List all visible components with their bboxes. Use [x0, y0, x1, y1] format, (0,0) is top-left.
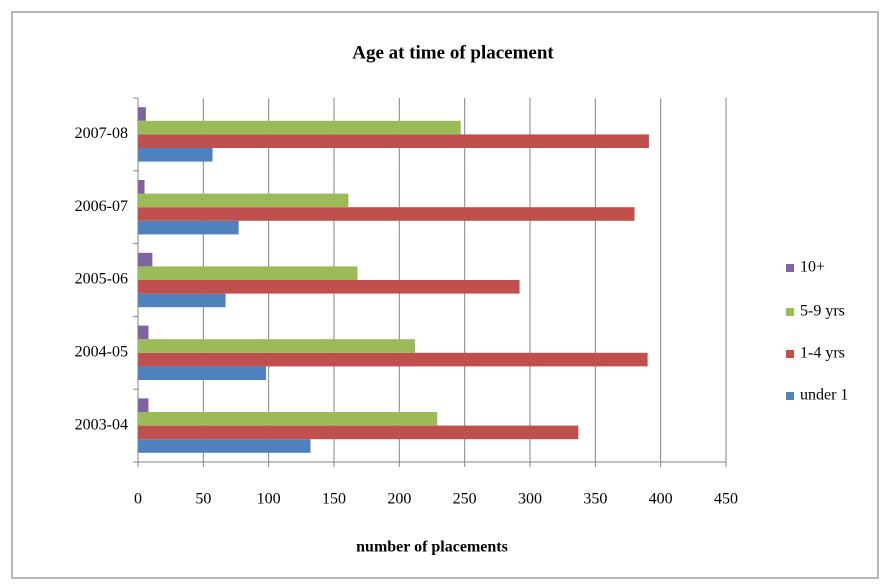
x-axis-label: number of placements — [356, 539, 508, 556]
y-tick-label: 2004-05 — [75, 343, 128, 360]
bar — [138, 398, 149, 412]
legend-marker — [786, 392, 794, 400]
bar — [138, 339, 416, 353]
legend-marker — [786, 350, 794, 358]
legend-label: under 1 — [800, 387, 848, 404]
bar — [138, 220, 239, 235]
y-tick-label: 2005-06 — [75, 271, 128, 288]
bar — [138, 366, 267, 380]
bar — [138, 180, 145, 194]
bar — [138, 207, 635, 221]
bar — [138, 325, 149, 340]
y-tick-label: 2003-04 — [75, 416, 128, 433]
bar — [138, 412, 438, 426]
bar — [138, 293, 226, 308]
x-tick-label: 450 — [714, 491, 738, 508]
bar — [138, 120, 461, 135]
legend-label: 1-4 yrs — [800, 345, 845, 362]
y-tick-label: 2006-07 — [75, 198, 128, 215]
bar — [138, 439, 311, 453]
chart-title: Age at time of placement — [352, 42, 554, 63]
bar — [138, 425, 579, 440]
bar — [138, 148, 213, 162]
y-tick-label: 2007-08 — [75, 125, 128, 142]
bar — [138, 134, 649, 148]
x-tick-label: 400 — [649, 491, 673, 508]
x-tick-label: 250 — [453, 491, 477, 508]
x-tick-label: 50 — [195, 491, 211, 508]
bar — [138, 193, 349, 208]
bar — [138, 280, 520, 294]
legend-label: 10+ — [800, 259, 825, 276]
legend-marker — [786, 308, 794, 316]
x-tick-label: 0 — [134, 491, 142, 508]
x-tick-label: 300 — [518, 491, 542, 508]
x-tick-label: 350 — [583, 491, 607, 508]
x-tick-label: 100 — [257, 491, 281, 508]
bar — [138, 352, 648, 367]
bar — [138, 252, 153, 267]
x-tick-label: 200 — [387, 491, 411, 508]
bar — [138, 107, 146, 121]
legend-label: 5-9 yrs — [800, 303, 845, 320]
legend-marker — [786, 264, 794, 272]
bar — [138, 266, 358, 280]
x-tick-label: 150 — [322, 491, 346, 508]
